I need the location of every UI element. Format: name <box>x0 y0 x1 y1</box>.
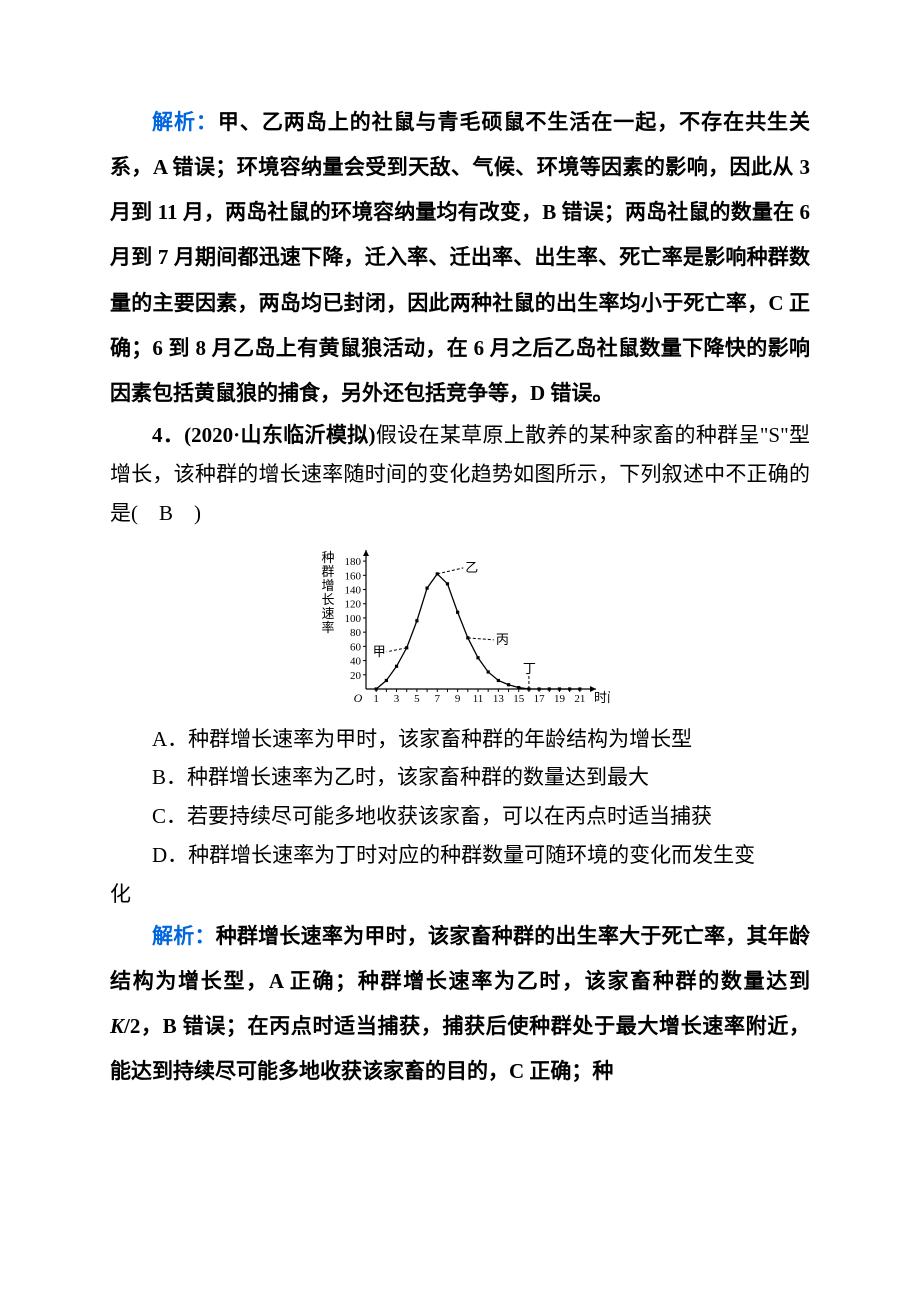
chart-container: 2040608010012014016018013579111315171921… <box>110 539 810 714</box>
analysis-2-body1: 种群增长速率为甲时，该家畜种群的出生率大于死亡率，其年龄结构为增长型，A 正确；… <box>110 924 810 993</box>
svg-text:时间: 时间 <box>594 690 610 705</box>
option-d: D．种群增长速率为丁时对应的种群数量可随环境的变化而发生变 <box>110 836 810 875</box>
growth-rate-chart: 2040608010012014016018013579111315171921… <box>310 539 610 714</box>
svg-text:19: 19 <box>554 693 566 705</box>
analysis-label: 解析： <box>152 110 218 134</box>
option-d-cont: 化 <box>110 875 810 914</box>
svg-text:9: 9 <box>455 693 461 705</box>
svg-text:丙: 丙 <box>496 631 509 646</box>
svg-text:21: 21 <box>574 693 585 705</box>
q4-answer: B <box>159 501 173 525</box>
svg-text:80: 80 <box>350 627 362 639</box>
svg-text:100: 100 <box>345 612 362 624</box>
analysis-1: 解析：甲、乙两岛上的社鼠与青毛硕鼠不生活在一起，不存在共生关系，A 错误；环境容… <box>110 100 810 416</box>
analysis-2-body2: /2，B 错误；在丙点时适当捕获，捕获后使种群处于最大增长速率附近，能达到持续尽… <box>110 1014 810 1083</box>
svg-text:120: 120 <box>345 598 362 610</box>
svg-text:7: 7 <box>435 693 441 705</box>
svg-text:180: 180 <box>345 556 362 568</box>
svg-text:60: 60 <box>350 641 362 653</box>
analysis-1-body: 甲、乙两岛上的社鼠与青毛硕鼠不生活在一起，不存在共生关系，A 错误；环境容纳量会… <box>110 110 810 405</box>
svg-text:40: 40 <box>350 655 362 667</box>
svg-text:17: 17 <box>534 693 546 705</box>
svg-text:率: 率 <box>321 620 334 635</box>
svg-text:丁: 丁 <box>523 661 536 676</box>
k-italic: K <box>110 1014 124 1038</box>
analysis-2: 解析：种群增长速率为甲时，该家畜种群的出生率大于死亡率，其年龄结构为增长型，A … <box>110 914 810 1095</box>
svg-text:5: 5 <box>414 693 420 705</box>
svg-text:140: 140 <box>345 584 362 596</box>
svg-text:1: 1 <box>373 693 379 705</box>
option-c: C．若要持续尽可能多地收获该家畜，可以在丙点时适当捕获 <box>110 797 810 836</box>
svg-text:15: 15 <box>513 693 525 705</box>
svg-text:群: 群 <box>321 564 334 579</box>
svg-text:甲: 甲 <box>373 643 386 658</box>
svg-text:11: 11 <box>473 693 484 705</box>
svg-text:13: 13 <box>493 693 505 705</box>
svg-text:增: 增 <box>321 578 334 593</box>
svg-text:O: O <box>354 691 363 705</box>
analysis-2-label: 解析： <box>152 924 216 948</box>
q4-prefix: 4．(2020·山东临沂模拟) <box>152 423 376 447</box>
svg-text:乙: 乙 <box>465 559 478 574</box>
option-a: A．种群增长速率为甲时，该家畜种群的年龄结构为增长型 <box>110 720 810 759</box>
page: 解析：甲、乙两岛上的社鼠与青毛硕鼠不生活在一起，不存在共生关系，A 错误；环境容… <box>0 0 920 1174</box>
svg-text:长: 长 <box>321 592 334 607</box>
svg-text:种: 种 <box>321 550 334 565</box>
svg-text:20: 20 <box>350 669 362 681</box>
option-b: B．种群增长速率为乙时，该家畜种群的数量达到最大 <box>110 758 810 797</box>
q4-stem: 4．(2020·山东临沂模拟)假设在某草原上散养的某种家畜的种群呈"S"型增长，… <box>110 416 810 533</box>
svg-text:160: 160 <box>345 570 362 582</box>
svg-text:速: 速 <box>321 606 334 621</box>
svg-text:3: 3 <box>394 693 400 705</box>
q4-suffix: ) <box>173 501 201 525</box>
